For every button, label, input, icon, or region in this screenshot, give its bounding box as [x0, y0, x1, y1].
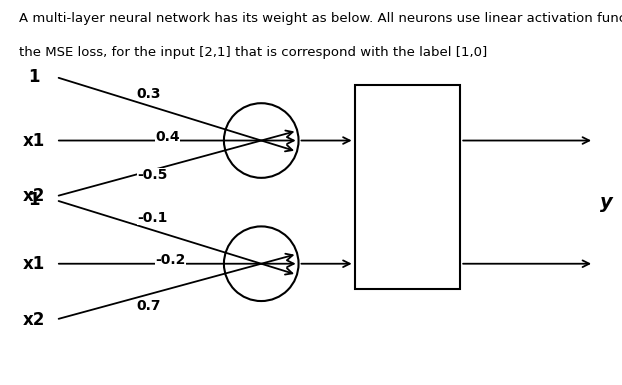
Text: y: y [600, 192, 613, 212]
Text: x2: x2 [23, 311, 45, 328]
Text: 0.7: 0.7 [137, 299, 161, 313]
Bar [355, 85, 460, 289]
Text: 0.4: 0.4 [156, 130, 180, 144]
Text: -0.5: -0.5 [137, 168, 167, 182]
Text: x2: x2 [23, 187, 45, 205]
Text: -0.2: -0.2 [156, 253, 186, 267]
Text: x1: x1 [23, 255, 45, 273]
Text: A multi-layer neural network has its weight as below. All neurons use linear act: A multi-layer neural network has its wei… [19, 12, 622, 25]
Text: 0.3: 0.3 [137, 87, 161, 101]
Text: -0.1: -0.1 [137, 211, 167, 224]
Text: x1: x1 [23, 132, 45, 149]
Text: 1: 1 [29, 68, 40, 86]
Text: 1: 1 [29, 191, 40, 209]
Text: Softmax: Softmax [378, 180, 437, 194]
Text: the MSE loss, for the input [2,1] that is correspond with the label [1,0]: the MSE loss, for the input [2,1] that i… [19, 46, 487, 59]
